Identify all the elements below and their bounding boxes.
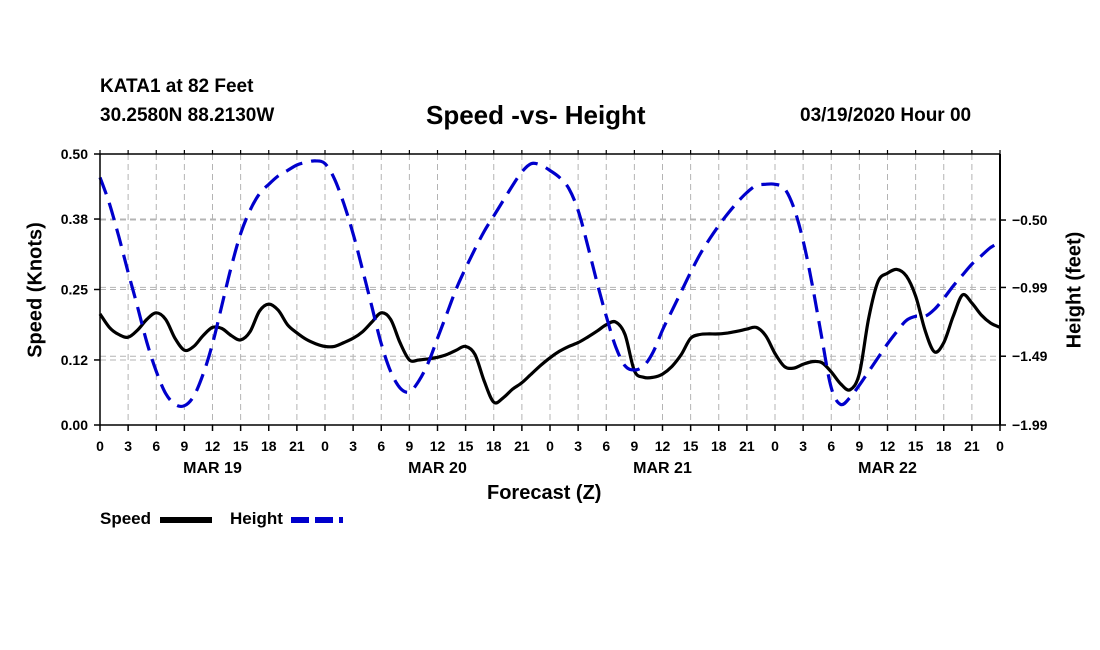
x-tick-label: 12	[880, 438, 896, 454]
legend-height-label: Height	[230, 509, 283, 528]
x-tick-label: 12	[655, 438, 671, 454]
y-tick-label: 0.25	[61, 282, 88, 298]
x-axis-label: Forecast (Z)	[487, 482, 602, 504]
y-tick-label: 0.00	[61, 417, 88, 433]
series-lines	[98, 159, 1001, 409]
x-tick-label: 15	[233, 438, 249, 454]
x-tick-label: 3	[349, 438, 357, 454]
day-label: MAR 22	[858, 460, 917, 477]
x-tick-label: 21	[739, 438, 755, 454]
x-tick-label: 6	[827, 438, 835, 454]
y-right-tick-label: −0.99	[1012, 279, 1048, 295]
x-tick-label: 15	[683, 438, 699, 454]
grid	[100, 153, 1000, 426]
y-axis-label-left: Speed (Knots)	[24, 222, 47, 358]
x-tick-label: 0	[321, 438, 329, 454]
x-tick-label: 9	[180, 438, 188, 454]
height-line	[98, 159, 1001, 409]
x-tick-label: 6	[152, 438, 160, 454]
day-label: MAR 21	[633, 460, 692, 477]
y-axis-label-right: Height (feet)	[1063, 231, 1086, 349]
x-tick-label: 18	[936, 438, 952, 454]
x-tick-label: 15	[908, 438, 924, 454]
chart-title: Speed -vs- Height	[426, 100, 646, 130]
station-coordinates: 30.2580N 88.2130W	[100, 105, 275, 126]
speed-line	[98, 267, 1001, 405]
y-right-tick-label: −0.50	[1012, 212, 1048, 228]
y-tick-label: 0.12	[61, 352, 88, 368]
x-tick-label: 18	[261, 438, 277, 454]
x-tick-label: 9	[405, 438, 413, 454]
x-tick-label: 0	[771, 438, 779, 454]
x-tick-label: 18	[486, 438, 502, 454]
day-label: MAR 19	[183, 460, 242, 477]
x-tick-label: 18	[711, 438, 727, 454]
y-tick-label: 0.50	[61, 146, 88, 162]
x-tick-label: 21	[289, 438, 305, 454]
x-tick-label: 9	[855, 438, 863, 454]
legend-speed-label: Speed	[100, 509, 152, 528]
x-tick-label: 21	[964, 438, 980, 454]
x-tick-label: 9	[630, 438, 638, 454]
y-right-tick-label: −1.49	[1012, 348, 1048, 364]
day-label: MAR 20	[408, 460, 467, 477]
x-tick-label: 12	[205, 438, 221, 454]
x-tick-label: 6	[377, 438, 385, 454]
station-name: KATA1 at 82 Feet	[100, 76, 254, 97]
x-tick-label: 3	[574, 438, 582, 454]
x-tick-label: 3	[124, 438, 132, 454]
forecast-run-time: 03/19/2020 Hour 00	[800, 105, 972, 126]
y-right-tick-label: −1.99	[1012, 417, 1048, 433]
x-tick-label: 15	[458, 438, 474, 454]
y-tick-label: 0.38	[61, 211, 88, 227]
x-tick-label: 0	[546, 438, 554, 454]
x-tick-label: 6	[602, 438, 610, 454]
x-tick-label: 3	[799, 438, 807, 454]
axes: 0.00 0.12 0.25 0.38 0.50 −1.99 −1.49 −0.99 −0.50…	[61, 146, 1048, 477]
x-tick-label: 12	[430, 438, 446, 454]
x-tick-label: 0	[996, 438, 1004, 454]
x-tick-label: 21	[514, 438, 530, 454]
x-tick-label: 0	[96, 438, 104, 454]
